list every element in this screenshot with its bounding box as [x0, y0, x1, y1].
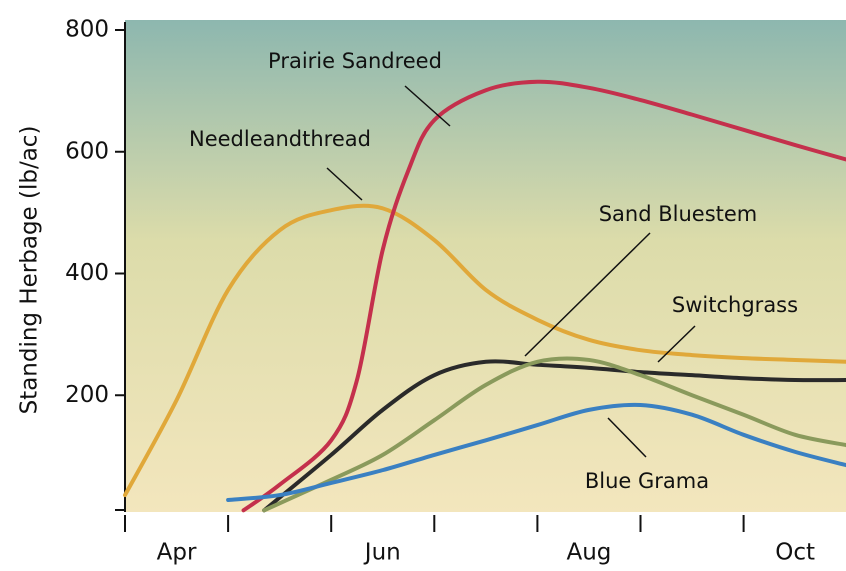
series-annotation: Switchgrass	[672, 293, 798, 317]
series-line	[262, 356, 846, 513]
series-annotation: Sand Bluestem	[599, 202, 758, 226]
series-annotation: Needleandthread	[189, 127, 371, 151]
leader-line	[326, 167, 363, 201]
series-line	[241, 79, 846, 513]
x-tick-label: Jun	[363, 540, 401, 566]
x-tick-label: Oct	[775, 540, 815, 566]
leader-line	[524, 232, 651, 357]
y-tick-label: 600	[65, 138, 109, 164]
series-line	[226, 402, 846, 502]
y-axis-label: Standing Herbage (lb/ac)	[17, 126, 43, 415]
x-tick-label: Apr	[157, 540, 197, 566]
series-line	[262, 359, 846, 513]
y-tick-label: 800	[65, 17, 109, 43]
y-tick-label: 400	[65, 260, 109, 286]
leader-line	[404, 85, 451, 127]
y-tick-label: 200	[65, 382, 109, 408]
plot-background	[125, 20, 846, 512]
series-annotation: Blue Grama	[585, 469, 709, 493]
leader-line	[607, 417, 647, 458]
series-annotation: Prairie Sandreed	[268, 49, 442, 73]
series-line	[123, 203, 846, 498]
x-tick-label: Aug	[566, 540, 611, 566]
leader-line	[657, 325, 696, 363]
